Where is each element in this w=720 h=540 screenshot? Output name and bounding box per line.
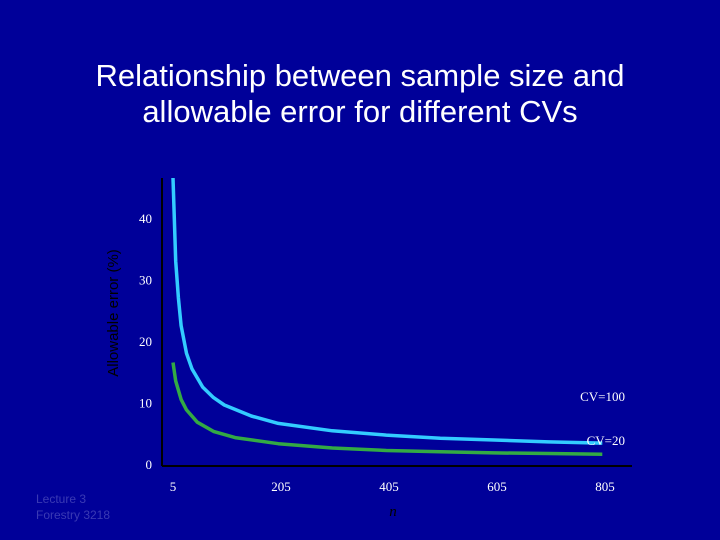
series-line-cv20: [171, 362, 603, 456]
x-tick-label-205: 205: [271, 479, 291, 494]
slide-title: Relationship between sample size and all…: [0, 58, 720, 130]
x-axis-label: n: [389, 504, 397, 520]
y-tick-label-0: 0: [146, 457, 153, 472]
x-tick-label-805: 805: [595, 479, 615, 494]
x-tick-label-605: 605: [487, 479, 507, 494]
y-tick-label-20: 20: [139, 334, 152, 349]
series-label-cv100: CV=100: [580, 389, 625, 404]
series-label-cv20: CV=20: [587, 433, 625, 448]
slide-title-line-1: Relationship between sample size and: [95, 58, 625, 93]
y-axis-label: Allowable error (%): [105, 249, 122, 377]
y-tick-label-40: 40: [139, 211, 152, 226]
series-label-layer: CV=100 CV=20: [580, 389, 625, 448]
y-tick-label-30: 30: [139, 273, 152, 288]
series-layer: [171, 177, 603, 456]
slide-title-line-2: allowable error for different CVs: [142, 94, 578, 129]
footer-course: Forestry 3218: [36, 508, 111, 522]
x-tick-label-405: 405: [379, 479, 399, 494]
x-tick-label-5: 5: [170, 479, 177, 494]
footer: Lecture 3 Forestry 3218: [36, 491, 110, 523]
y-tick-label-10: 10: [139, 396, 152, 411]
series-line-cv100: [171, 177, 603, 445]
footer-lecture: Lecture 3: [36, 492, 87, 506]
